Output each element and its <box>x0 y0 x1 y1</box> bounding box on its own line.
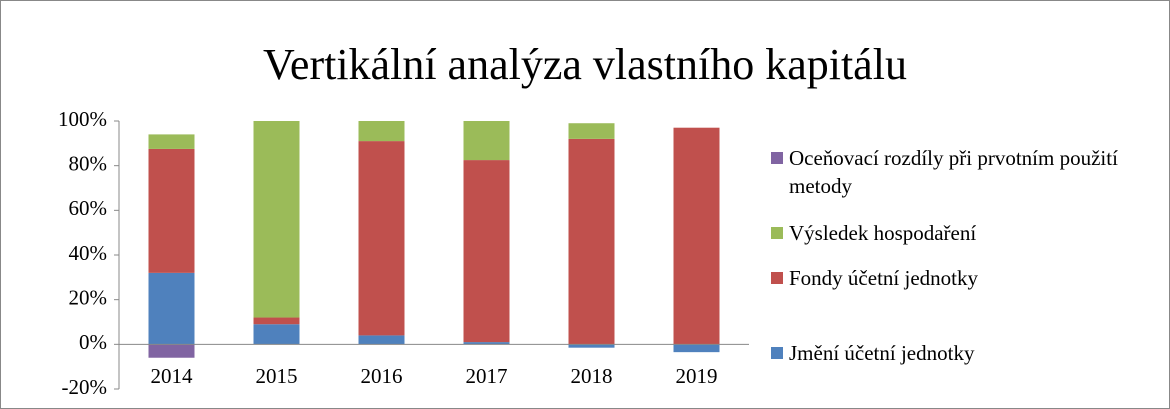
bar-segment <box>358 141 405 336</box>
bar-segment <box>673 344 720 353</box>
legend-swatch <box>771 347 783 359</box>
x-tick-label: 2018 <box>571 364 613 388</box>
bar-segment <box>148 344 195 358</box>
legend-item: Fondy účetní jednotky <box>771 264 1169 292</box>
y-tick-label: 80% <box>69 151 108 175</box>
y-tick-label: 40% <box>69 241 108 265</box>
bar-segment <box>148 134 195 149</box>
bar-segment <box>568 344 615 348</box>
bar-segment <box>148 272 195 345</box>
chart-title: Vertikální analýza vlastního kapitálu <box>263 40 907 89</box>
x-tick-label: 2014 <box>151 364 194 388</box>
bar-segment <box>148 148 195 273</box>
bar-segment <box>463 342 510 345</box>
x-tick-label: 2015 <box>256 364 298 388</box>
bar-segment <box>253 324 300 345</box>
y-tick-label: 60% <box>69 196 108 220</box>
bar-segment <box>463 160 510 343</box>
y-tick-label: -20% <box>62 375 108 399</box>
legend-swatch <box>771 227 783 239</box>
legend-label: Oceňovací rozdíly při prvotním použití m… <box>789 146 1118 198</box>
y-tick-label: 0% <box>79 330 107 354</box>
y-tick-label: 20% <box>69 285 108 309</box>
bar-segment <box>253 121 300 318</box>
legend-item: Jmění účetní jednotky <box>771 339 1169 367</box>
bar-segment <box>673 127 720 345</box>
bar-segment <box>358 121 405 142</box>
bar-segment <box>463 121 510 161</box>
x-tick-label: 2017 <box>466 364 508 388</box>
x-tick-label: 2019 <box>676 364 718 388</box>
legend-swatch <box>771 152 783 164</box>
x-tick-label: 2016 <box>361 364 403 388</box>
legend-label: Výsledek hospodaření <box>789 221 977 245</box>
legend-item: Výsledek hospodaření <box>771 219 1169 247</box>
legend-swatch <box>771 272 783 284</box>
bar-segment <box>358 335 405 345</box>
y-tick-label: 100% <box>58 107 107 131</box>
bar-segment <box>253 317 300 325</box>
legend-label: Fondy účetní jednotky <box>789 266 978 290</box>
legend-item: Oceňovací rozdíly při prvotním použití m… <box>771 144 1169 200</box>
bar-segment <box>568 123 615 139</box>
legend-label: Jmění účetní jednotky <box>789 341 975 365</box>
bar-segment <box>568 138 615 345</box>
